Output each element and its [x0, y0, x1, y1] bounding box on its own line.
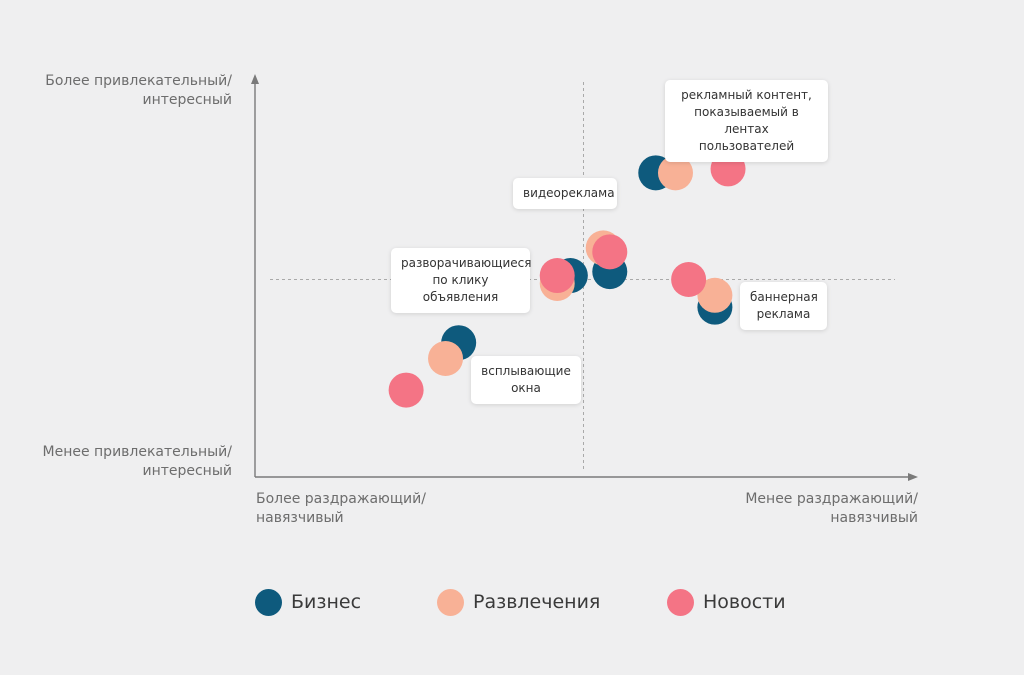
legend-item-business: Бизнес — [255, 588, 361, 616]
y-axis-bottom-label: Менее привлекательный/ интересный — [42, 444, 233, 479]
legend-swatch — [437, 588, 464, 616]
x-axis-right-label: Менее раздражающий/ навязчивый — [745, 491, 918, 526]
legend-label: Бизнес — [291, 591, 362, 613]
axes — [251, 74, 918, 481]
legend-swatch — [667, 588, 694, 616]
point-entertainment — [428, 341, 464, 376]
y-axis-top-label: Более привлекательный/ интересный — [45, 73, 232, 108]
point-entertainment — [657, 155, 693, 191]
legend-item-news: Новости — [667, 588, 786, 616]
annotation-popup-windows: всплывающие окна — [471, 356, 581, 404]
legend-label: Новости — [703, 591, 786, 613]
annotation-video-ads: видеореклама — [513, 178, 617, 209]
legend-item-entertainment: Развлечения — [437, 588, 600, 616]
point-news — [671, 262, 707, 297]
x-axis-arrow — [908, 473, 918, 481]
annotation-banner-ads: баннерная реклама — [740, 282, 827, 330]
x-axis-left-label: Более раздражающий/ навязчивый — [256, 491, 426, 526]
annotation-expandable-ads: разворачивающиеся по клику объявления — [391, 248, 531, 313]
point-news — [592, 234, 628, 270]
legend-label: Развлечения — [473, 591, 601, 613]
point-entertainment — [697, 277, 733, 313]
point-news — [388, 372, 424, 408]
legend-swatch — [255, 588, 282, 616]
y-axis-arrow — [251, 74, 259, 84]
point-news — [539, 258, 575, 294]
annotation-feed-ads: рекламный контент, показываемый в лентах… — [665, 80, 828, 162]
